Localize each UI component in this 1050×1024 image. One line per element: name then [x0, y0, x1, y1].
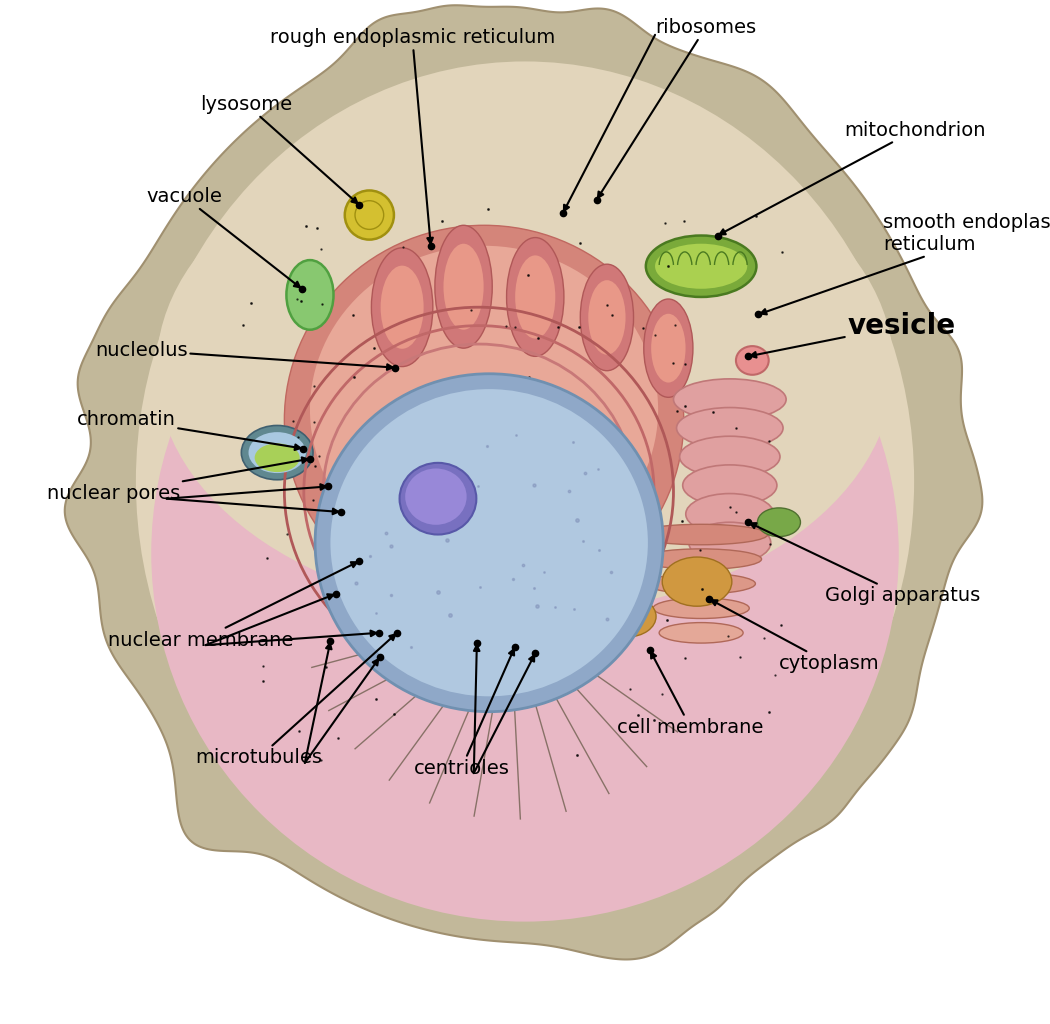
Text: ribosomes: ribosomes — [597, 18, 756, 198]
Bar — [500, 589, 507, 614]
Ellipse shape — [372, 248, 433, 367]
Text: smooth endoplasmice
reticulum: smooth endoplasmice reticulum — [760, 213, 1050, 314]
Text: vacuole: vacuole — [146, 187, 300, 288]
Text: microtubules: microtubules — [195, 635, 395, 767]
Bar — [498, 616, 506, 647]
Ellipse shape — [315, 374, 664, 712]
Ellipse shape — [506, 238, 564, 356]
Ellipse shape — [646, 236, 756, 297]
Ellipse shape — [647, 573, 755, 594]
Ellipse shape — [255, 443, 299, 472]
Bar — [486, 589, 495, 614]
Ellipse shape — [242, 426, 313, 479]
Text: lysosome: lysosome — [201, 95, 357, 203]
PathPatch shape — [65, 5, 983, 959]
Ellipse shape — [679, 436, 780, 477]
Ellipse shape — [287, 260, 334, 330]
Ellipse shape — [443, 244, 484, 330]
Ellipse shape — [686, 494, 774, 535]
Ellipse shape — [644, 299, 693, 397]
Ellipse shape — [736, 346, 769, 375]
Text: centrioles: centrioles — [414, 649, 514, 777]
Bar — [491, 635, 517, 645]
Bar — [512, 589, 521, 614]
Text: cytoplasm: cytoplasm — [711, 600, 880, 673]
Ellipse shape — [676, 408, 783, 449]
Text: cell membrane: cell membrane — [617, 652, 763, 736]
Text: nucleolus: nucleolus — [94, 341, 393, 370]
Ellipse shape — [682, 465, 777, 506]
Ellipse shape — [380, 265, 423, 349]
Ellipse shape — [310, 246, 658, 573]
Ellipse shape — [634, 524, 768, 545]
Bar — [484, 616, 493, 647]
Ellipse shape — [659, 623, 743, 643]
Bar — [463, 635, 488, 645]
Ellipse shape — [151, 184, 899, 922]
Bar — [477, 635, 503, 645]
Ellipse shape — [516, 255, 555, 339]
Ellipse shape — [249, 432, 306, 473]
Ellipse shape — [663, 557, 732, 606]
Bar — [526, 589, 534, 614]
Ellipse shape — [673, 379, 786, 420]
Ellipse shape — [655, 244, 748, 289]
Ellipse shape — [588, 281, 626, 354]
Bar — [510, 616, 520, 647]
Bar — [503, 609, 512, 635]
Bar — [524, 616, 533, 647]
Text: vesicle: vesicle — [751, 311, 956, 357]
Ellipse shape — [400, 463, 477, 535]
Text: chromatin: chromatin — [77, 411, 300, 450]
Bar — [505, 635, 531, 645]
Text: rough endoplasmic reticulum: rough endoplasmic reticulum — [270, 29, 555, 244]
Text: mitochondrion: mitochondrion — [719, 121, 986, 234]
Bar — [517, 609, 527, 635]
Ellipse shape — [405, 469, 466, 524]
Ellipse shape — [331, 389, 648, 696]
Text: nuclear pores: nuclear pores — [47, 458, 308, 503]
Bar — [531, 609, 542, 635]
Ellipse shape — [435, 225, 492, 348]
Ellipse shape — [156, 123, 894, 614]
Ellipse shape — [581, 264, 633, 371]
Text: Golgi apparatus: Golgi apparatus — [751, 523, 981, 605]
Circle shape — [344, 190, 394, 240]
Ellipse shape — [757, 508, 800, 537]
Ellipse shape — [598, 596, 656, 637]
Ellipse shape — [651, 313, 686, 383]
Ellipse shape — [640, 549, 761, 569]
Ellipse shape — [135, 61, 915, 901]
Text: nuclear membrane: nuclear membrane — [108, 562, 357, 649]
Bar — [488, 609, 499, 635]
Ellipse shape — [285, 225, 684, 614]
Ellipse shape — [689, 522, 771, 563]
Ellipse shape — [653, 598, 750, 618]
